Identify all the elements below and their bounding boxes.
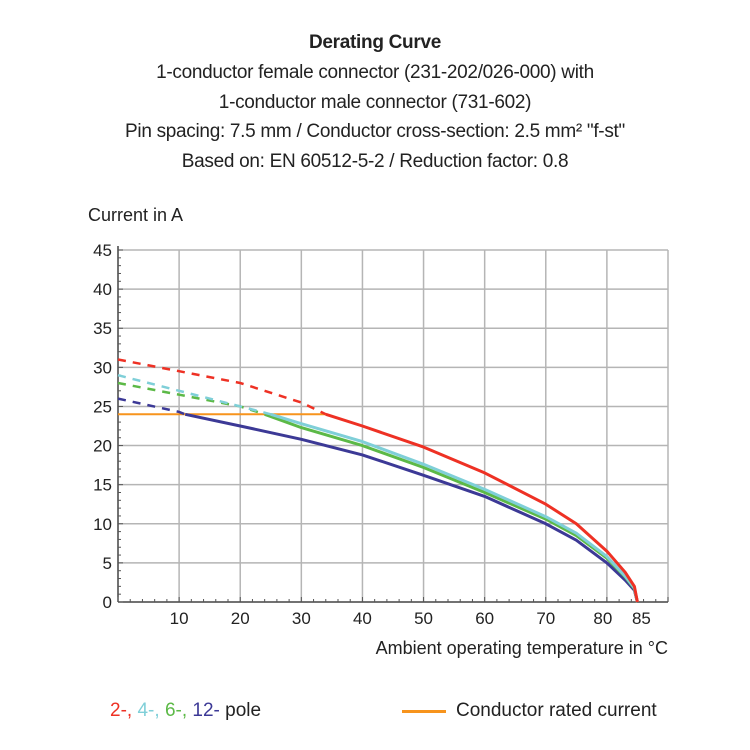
chart-subtitle-4: Based on: EN 60512-5-2 / Reduction facto… bbox=[181, 151, 569, 172]
x-axis-label: Ambient operating temperature in °C bbox=[375, 638, 668, 658]
legend-rated-current: Conductor rated current bbox=[402, 700, 657, 722]
y-axis-label: Current in A bbox=[88, 205, 184, 225]
legend-rated-label: Conductor rated current bbox=[456, 700, 657, 721]
series-4pole-solid bbox=[270, 412, 639, 603]
x-tick-label: 80 bbox=[593, 609, 612, 628]
x-tick-label: 40 bbox=[353, 609, 372, 628]
y-tick-label: 15 bbox=[93, 476, 112, 495]
x-tick-label: 20 bbox=[231, 609, 250, 628]
series-12pole-solid bbox=[184, 412, 639, 603]
series-2pole-dashed bbox=[117, 358, 327, 416]
legend-poles: 2-, 4-, 6-, 12- pole bbox=[110, 700, 262, 721]
y-tick-label: 45 bbox=[93, 241, 112, 260]
y-tick-label: 30 bbox=[93, 358, 112, 377]
y-tick-label: 10 bbox=[93, 515, 112, 534]
x-tick-label: 10 bbox=[170, 609, 189, 628]
y-tick-label: 20 bbox=[93, 437, 112, 456]
x-tick-label: 85 bbox=[632, 609, 651, 628]
x-tick-label: 50 bbox=[414, 609, 433, 628]
series-6pole-dashed bbox=[117, 381, 266, 416]
chart-subtitle-1: 1-conductor female connector (231-202/02… bbox=[156, 62, 594, 83]
x-tick-label: 70 bbox=[536, 609, 555, 628]
y-tick-label: 25 bbox=[93, 397, 112, 416]
legend-pole-4: 4- bbox=[137, 700, 155, 721]
legend-pole-suffix: pole bbox=[225, 700, 262, 721]
y-tick-label: 40 bbox=[93, 280, 112, 299]
chart-title: Derating Curve bbox=[308, 32, 441, 53]
chart-subtitle-3: Pin spacing: 7.5 mm / Conductor cross-se… bbox=[125, 121, 625, 142]
y-tick-label: 35 bbox=[93, 319, 112, 338]
series-4pole-dashed bbox=[117, 373, 272, 416]
chart-subtitle-2: 1-conductor male connector (731-602) bbox=[218, 92, 532, 113]
legend-pole-12: 12- bbox=[192, 700, 220, 721]
series-2pole-solid bbox=[325, 412, 639, 603]
x-tick-label: 30 bbox=[292, 609, 311, 628]
y-tick-label: 0 bbox=[103, 593, 112, 612]
series-12pole-dashed bbox=[117, 397, 186, 416]
x-tick-label: 60 bbox=[475, 609, 494, 628]
legend-rated-swatch bbox=[402, 709, 446, 713]
y-tick-label: 5 bbox=[103, 554, 112, 573]
legend-pole-6: 6- bbox=[164, 700, 182, 721]
series-6pole-solid bbox=[264, 412, 639, 603]
legend-pole-2: 2- bbox=[110, 700, 127, 721]
